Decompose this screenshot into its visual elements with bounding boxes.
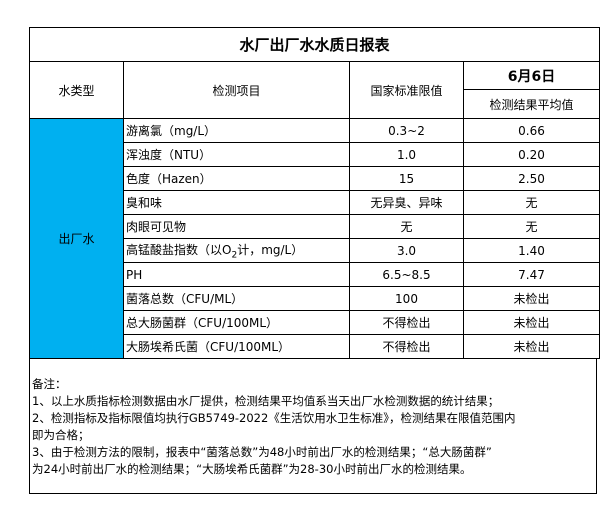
item-cell: 色度（Hazen） xyxy=(123,166,350,191)
table-row: 肉眼可见物无无 xyxy=(30,214,601,239)
header-result: 检测结果平均值 xyxy=(462,89,601,119)
result-cell: 未检出 xyxy=(462,310,601,335)
table-row: 大肠埃希氏菌（CFU/100ML） 不得检出 未检出 xyxy=(30,334,601,359)
result-cell: 未检出 xyxy=(462,334,601,359)
item-text: 高锰酸盐指数（以O xyxy=(126,242,232,257)
limit-cell: 6.5~8.5 xyxy=(349,262,464,287)
water-quality-report-table: 水厂出厂水水质日报表 水类型 检测项目 国家标准限值 6月6日 检测结果平均值 … xyxy=(28,27,601,359)
water-type-cell: 出厂水 xyxy=(29,118,124,359)
result-cell: 2.50 xyxy=(462,166,601,191)
report-title: 水厂出厂水水质日报表 xyxy=(28,27,601,62)
limit-cell: 15 xyxy=(349,166,464,191)
item-cell: 肉眼可见物 xyxy=(123,214,350,239)
note-line: 2、检测指标及指标限值均执行GB5749-2022《生活饮用水卫生标准》，检测结… xyxy=(32,411,516,425)
result-cell: 无 xyxy=(462,190,601,215)
result-cell: 未检出 xyxy=(462,286,601,311)
result-cell: 0.66 xyxy=(462,118,601,143)
item-cell: 臭和味 xyxy=(123,190,350,215)
item-cell: 总大肠菌群（CFU/100ML） xyxy=(123,310,350,335)
result-cell: 0.20 xyxy=(462,142,601,167)
item-text: 2 xyxy=(231,250,238,261)
table-row: 臭和味 无异臭、异味无 xyxy=(30,190,601,215)
item-cell: 高锰酸盐指数（以O2计，mg/L） xyxy=(123,238,350,263)
limit-cell: 0.3~2 xyxy=(349,118,464,143)
table-row: 浑浊度（NTU） 1.0 0.20 xyxy=(30,142,601,167)
header-water-type: 水类型 xyxy=(29,61,124,119)
item-cell: 浑浊度（NTU） xyxy=(123,142,350,167)
note-line: 即为合格； xyxy=(32,428,90,442)
result-cell: 1.40 xyxy=(462,238,601,263)
limit-cell: 3.0 xyxy=(349,238,464,263)
header-item: 检测项目 xyxy=(123,61,350,119)
header-limit: 国家标准限值 xyxy=(349,61,464,119)
limit-cell: 无 xyxy=(349,214,464,239)
result-cell: 无 xyxy=(462,214,601,239)
table-row: 出厂水 游离氯（mg/L） 0.3~2 0.66 xyxy=(29,118,601,359)
limit-cell: 1.0 xyxy=(349,142,464,167)
header-date: 6月6日 xyxy=(462,61,601,90)
table-row: 高锰酸盐指数（以O2计，mg/L） 3.0 1.40 xyxy=(30,238,601,263)
item-cell: 菌落总数（CFU/ML） xyxy=(123,286,350,311)
item-text: 计，mg/L） xyxy=(237,242,304,257)
note-line: 1、以上水质指标检测数据由水厂提供，检测结果平均值系当天出厂水检测数据的统计结果… xyxy=(32,394,500,408)
note-line: 为24小时前出厂水的检测结果；“大肠埃希氏菌群”为28-30小时前出厂水的检测结… xyxy=(32,462,472,476)
limit-cell: 不得检出 xyxy=(349,310,464,335)
notes: 备注： 1、以上水质指标检测数据由水厂提供，检测结果平均值系当天出厂水检测数据的… xyxy=(29,358,597,494)
table-row: 色度（Hazen） 15 2.50 xyxy=(30,166,601,191)
item-cell: PH xyxy=(123,262,350,287)
limit-cell: 100 xyxy=(349,286,464,311)
limit-cell: 不得检出 xyxy=(349,334,464,359)
result-cell: 7.47 xyxy=(462,262,601,287)
limit-cell: 无异臭、异味 xyxy=(349,190,464,215)
note-line: 备注： xyxy=(32,377,67,391)
item-cell: 游离氯（mg/L） xyxy=(123,118,350,143)
item-cell: 大肠埃希氏菌（CFU/100ML） xyxy=(123,334,350,359)
note-line: 3、由于检测方法的限制，报表中“菌落总数”为48小时前出厂水的检测结果；“总大肠… xyxy=(32,445,492,459)
table-row: 菌落总数（CFU/ML） 100 未检出 xyxy=(30,286,601,311)
table-row: PH 6.5~8.5 7.47 xyxy=(30,262,601,287)
